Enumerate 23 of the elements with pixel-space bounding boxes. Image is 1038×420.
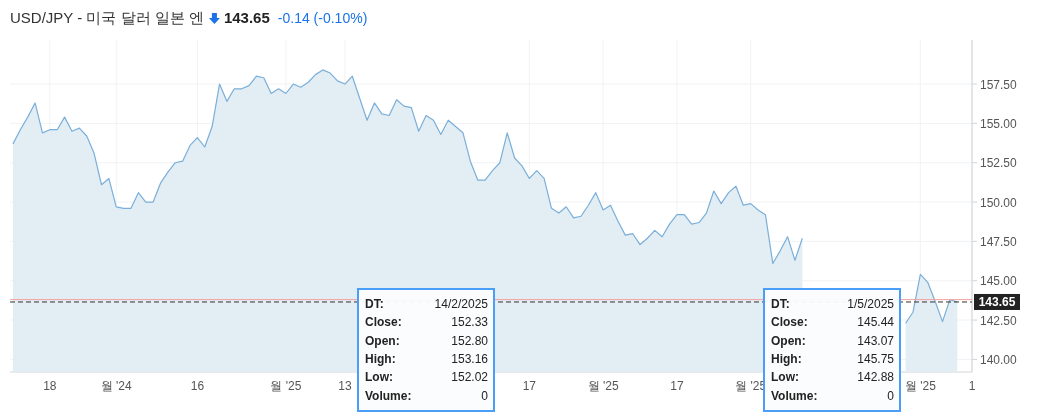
y-tick-label: 140.00: [980, 352, 1018, 367]
x-tick-label: 월 '25: [270, 379, 302, 393]
x-tick-label: 18: [43, 379, 57, 393]
text: DT: 1/5/2025 Close: 145.44 Open: 143.07 High: 145.75 Low: 142.88 Volume: 0: [771, 297, 894, 403]
y-tick-label: 155.00: [980, 116, 1018, 131]
y-tick-label: 145.00: [980, 274, 1018, 289]
x-tick-label: 월 '25: [904, 379, 937, 393]
x-tick-label: 월 '24: [100, 379, 133, 393]
x-tick-label: 월 '25: [587, 379, 619, 393]
chart-title: USD/JPY - 미국 달러 일본 엔: [10, 9, 204, 26]
y-tick-label: 147.50: [980, 234, 1018, 249]
y-tick-label: 152.50: [980, 156, 1018, 171]
x-tick-label: 13: [338, 379, 352, 393]
y-tick-label: 142.50: [980, 313, 1018, 328]
ref-line-label: 143.65: [978, 295, 1016, 310]
y-tick-label: 150.00: [980, 195, 1018, 210]
x-tick-label: 17: [522, 379, 537, 393]
x-tick-label: 1: [968, 379, 976, 393]
chart-subtitle: 143.65 -0.14 (-0.10%): [223, 9, 368, 26]
x-tick-label: 16: [190, 379, 205, 393]
x-tick-label: 17: [670, 379, 684, 393]
text: DT: 14/2/2025 Close: 152.33 Open: 152.80 High: 153.16 Low: 152.02 Volume: 0: [365, 297, 488, 403]
y-tick-label: 157.50: [980, 77, 1018, 92]
